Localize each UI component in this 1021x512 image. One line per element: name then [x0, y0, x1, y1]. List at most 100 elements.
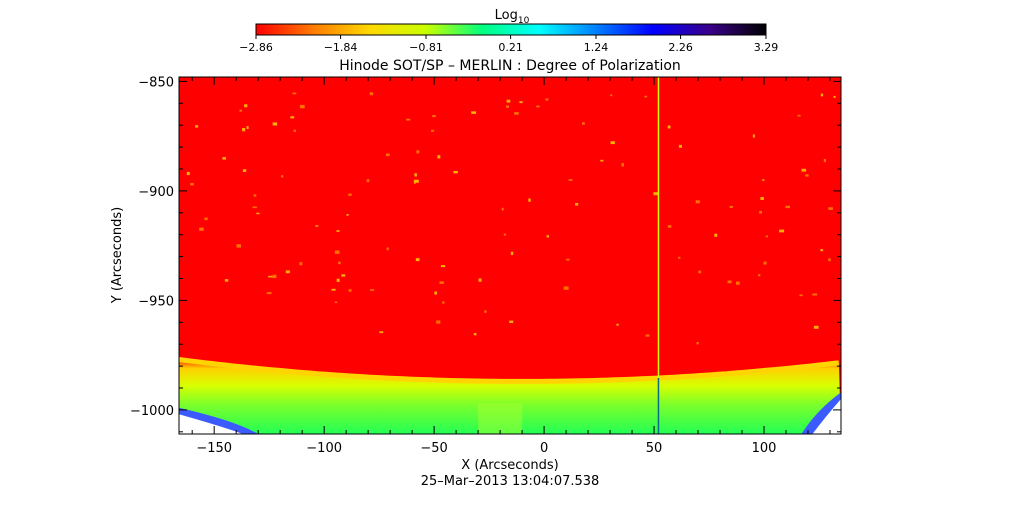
y-axis-label: Y (Arcseconds): [110, 207, 125, 304]
speckle: [478, 278, 482, 282]
colorbar-tick-label: 1.24: [584, 41, 609, 54]
speckle: [369, 92, 374, 96]
speckle: [568, 179, 573, 181]
y-tick-label: −850: [138, 75, 174, 90]
colorbar-tick-label: −2.86: [239, 41, 273, 54]
colorbar-tick-label: 2.26: [668, 41, 693, 54]
speckle: [828, 207, 833, 210]
speckle: [366, 179, 370, 183]
speckle: [252, 206, 257, 209]
speckle: [582, 122, 585, 125]
speckle: [610, 141, 615, 145]
speckle: [244, 104, 248, 108]
limb-edge: [179, 357, 840, 384]
speckle: [315, 225, 319, 227]
y-tick-label: −1000: [130, 404, 174, 419]
speckle: [432, 115, 436, 118]
speckle: [501, 207, 504, 211]
y-axis: −850 −900 −950 −1000: [130, 75, 841, 433]
speckle: [484, 310, 487, 313]
timestamp-footer: 25–Mar–2013 13:04:07.538: [421, 474, 600, 489]
speckle: [473, 333, 477, 336]
speckle: [334, 301, 338, 304]
speckle: [190, 183, 194, 186]
colorbar-tick-label: 0.21: [498, 41, 523, 54]
speckle: [331, 288, 336, 291]
speckle: [729, 205, 733, 208]
speckle: [616, 323, 619, 326]
magnetic-speckles: [186, 92, 836, 345]
speckle: [761, 179, 765, 182]
speckle: [667, 125, 671, 129]
speckle: [799, 294, 803, 297]
speckle: [406, 118, 411, 121]
speckle: [510, 251, 514, 255]
speckle: [695, 200, 700, 204]
speckle: [797, 114, 801, 117]
speckle: [575, 203, 579, 206]
speckle: [678, 256, 681, 259]
speckle: [242, 169, 247, 172]
speckle: [439, 281, 444, 284]
speckle: [437, 155, 441, 159]
speckle: [509, 320, 514, 323]
speckle: [293, 129, 296, 132]
x-axis: −150 −100 −50 0 50 100: [191, 77, 831, 456]
speckle: [272, 122, 278, 126]
speckle: [290, 116, 295, 119]
speckle: [341, 274, 346, 277]
scan-block: [478, 403, 523, 434]
x-tick-label: 100: [752, 441, 777, 456]
speckle: [334, 250, 340, 254]
colorbar-tick-label: 3.29: [754, 41, 779, 54]
speckle: [224, 279, 229, 282]
speckle: [823, 159, 826, 163]
speckle: [820, 249, 824, 252]
speckle: [204, 217, 208, 221]
speckle: [453, 171, 458, 174]
speckle: [610, 94, 613, 97]
chart-title: Hinode SOT/SP – MERLIN : Degree of Polar…: [339, 58, 681, 74]
speckle: [348, 193, 352, 196]
speckle: [678, 144, 682, 148]
speckle: [653, 192, 658, 196]
speckle: [727, 280, 732, 284]
speckle: [752, 134, 755, 138]
speckle: [645, 334, 650, 337]
speckle: [285, 270, 290, 274]
speckle: [442, 301, 445, 304]
speckle: [667, 225, 672, 228]
speckle: [545, 98, 549, 101]
left-corner: [179, 414, 243, 434]
speckle: [246, 126, 249, 129]
speckle: [242, 128, 246, 132]
speckle: [186, 171, 190, 176]
speckle: [621, 163, 624, 167]
speckle: [346, 214, 349, 216]
speckle: [698, 270, 702, 274]
speckle: [833, 95, 836, 98]
speckle: [195, 125, 199, 128]
speckle: [759, 210, 762, 214]
colorbar: −2.86 −1.84 −0.81 0.21 1.24 2.26 3.29 Log10: [239, 8, 778, 54]
speckle: [506, 99, 511, 103]
speckle: [292, 92, 297, 95]
y-tick-label: −900: [138, 185, 174, 200]
speckle: [199, 227, 204, 231]
speckle: [566, 258, 570, 261]
speckle: [440, 265, 446, 268]
speckle: [434, 291, 437, 295]
speckle: [805, 174, 809, 177]
plot-frame: [178, 76, 842, 435]
speckle: [765, 235, 768, 238]
speckle: [801, 168, 807, 172]
speckle: [222, 157, 226, 160]
colorbar-rect: [255, 23, 767, 36]
speckle: [272, 274, 277, 279]
speckle: [758, 274, 761, 277]
speckle: [268, 275, 273, 278]
speckle: [506, 105, 509, 108]
speckle: [436, 320, 441, 324]
x-tick-label: −50: [420, 441, 447, 456]
